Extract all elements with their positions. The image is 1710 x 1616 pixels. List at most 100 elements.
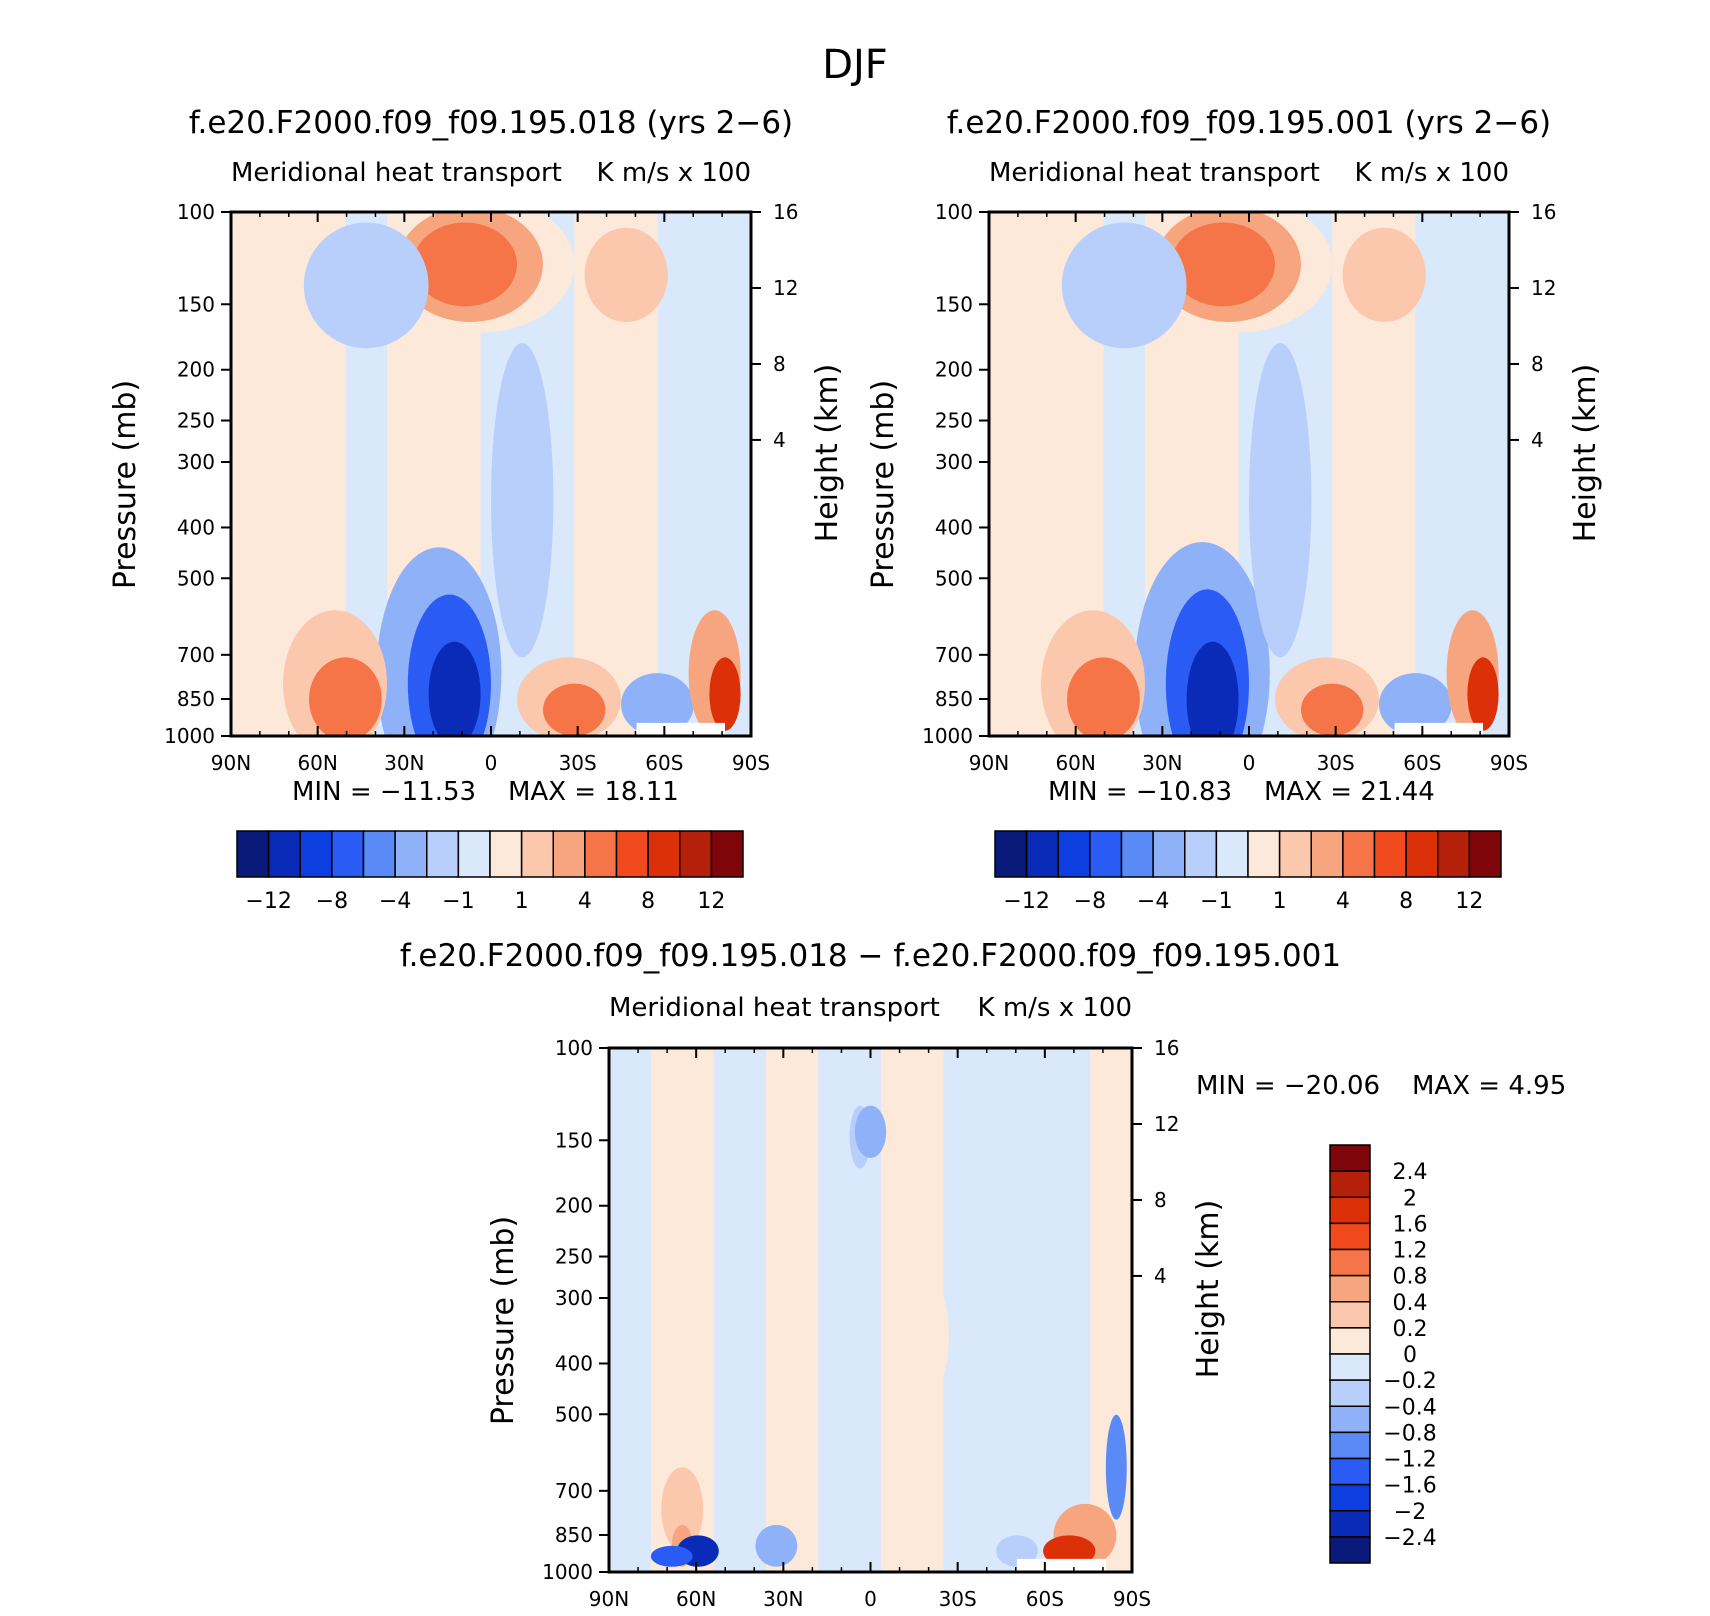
colorbar-swatch bbox=[1329, 1353, 1371, 1381]
colorbar-swatch bbox=[394, 830, 428, 878]
colorbar-label: 1.6 bbox=[1393, 1212, 1428, 1237]
colorbar-label: 0.2 bbox=[1393, 1317, 1428, 1342]
colorbar-label: 1.2 bbox=[1393, 1239, 1428, 1264]
colorbar-swatch bbox=[1329, 1196, 1371, 1225]
y-tick-label: 250 bbox=[935, 409, 973, 433]
contour-blob bbox=[428, 641, 481, 736]
colorbar-label: −0.8 bbox=[1383, 1421, 1436, 1446]
panel-subtitle-right: K m/s x 100 bbox=[1355, 158, 1510, 188]
colorbar-swatch bbox=[1329, 1431, 1371, 1460]
y-tick-label: 1000 bbox=[542, 1560, 593, 1584]
min-label: MIN = −11.53 bbox=[292, 777, 476, 807]
colorbar-swatch bbox=[1329, 1274, 1371, 1303]
colorbar-swatch bbox=[267, 830, 301, 878]
colorbar-swatch bbox=[1329, 1405, 1371, 1434]
x-tick-label: 60N bbox=[297, 751, 337, 775]
y-tick-label: 400 bbox=[177, 515, 215, 539]
figure-title: DJF bbox=[822, 42, 888, 88]
max-label: MAX = 4.95 bbox=[1412, 1071, 1566, 1101]
y-tick-label: 700 bbox=[935, 643, 973, 667]
colorbar-label: 2.4 bbox=[1393, 1160, 1428, 1185]
contour-field bbox=[989, 212, 1509, 736]
colorbar-swatch bbox=[1247, 830, 1281, 878]
colorbar-swatch bbox=[1329, 1327, 1371, 1355]
colorbar-swatch bbox=[426, 830, 460, 878]
colorbar-label: −12 bbox=[1003, 889, 1049, 914]
contour-blob bbox=[621, 673, 694, 736]
contour-band bbox=[1016, 1048, 1091, 1572]
colorbar-label: −1 bbox=[1200, 889, 1232, 914]
x-tick-label: 30N bbox=[763, 1587, 803, 1611]
y-tick-label: 850 bbox=[935, 687, 973, 711]
right-tick-label: 4 bbox=[773, 428, 786, 452]
colorbar-label: 2 bbox=[1403, 1186, 1417, 1211]
y-tick-label: 400 bbox=[555, 1351, 593, 1375]
panel-subtitle-right: K m/s x 100 bbox=[597, 158, 752, 188]
colorbar-swatch bbox=[1329, 1483, 1371, 1512]
contour-blob bbox=[1105, 1414, 1127, 1520]
y-tick-label: 150 bbox=[935, 292, 973, 316]
contour-blob bbox=[1342, 227, 1426, 323]
colorbar-label: 4 bbox=[578, 889, 592, 914]
x-tick-label: 30N bbox=[1142, 751, 1182, 775]
right-tick-label: 12 bbox=[1154, 1112, 1179, 1136]
panel-subtitle-left: Meridional heat transport bbox=[609, 993, 940, 1023]
colorbar-label: −0.2 bbox=[1383, 1369, 1436, 1394]
colorbar-swatch bbox=[1342, 830, 1376, 878]
y-tick-label: 200 bbox=[935, 358, 973, 382]
contour-blob bbox=[1067, 657, 1140, 736]
y-tick-label: 1000 bbox=[922, 724, 973, 748]
colorbar-swatch bbox=[1278, 830, 1312, 878]
colorbar-swatch bbox=[1329, 1144, 1371, 1172]
right-tick-label: 4 bbox=[1531, 428, 1544, 452]
colorbar-swatch bbox=[1329, 1510, 1371, 1538]
colorbar-swatch bbox=[1120, 830, 1154, 878]
colorbar-label: −1.6 bbox=[1383, 1474, 1436, 1499]
colorbar-label: 8 bbox=[641, 889, 655, 914]
y-tick-label: 700 bbox=[177, 643, 215, 667]
missing-data-mask bbox=[1394, 722, 1483, 736]
contour-blob bbox=[1171, 222, 1275, 307]
y-tick-label: 300 bbox=[935, 450, 973, 474]
contour-blob bbox=[1467, 657, 1499, 731]
colorbar-label: 1 bbox=[1273, 889, 1287, 914]
y-tick-label: 150 bbox=[555, 1128, 593, 1152]
y-axis-label: Pressure (mb) bbox=[866, 380, 901, 589]
y-tick-label: 100 bbox=[555, 1036, 593, 1060]
colorbar-label: 0.4 bbox=[1393, 1291, 1428, 1316]
contour-band bbox=[609, 1048, 651, 1572]
min-label: MIN = −20.06 bbox=[1196, 1071, 1380, 1101]
colorbar-swatch bbox=[362, 830, 396, 878]
missing-data-mask bbox=[1016, 1558, 1106, 1572]
colorbar-label: −1.2 bbox=[1383, 1448, 1436, 1473]
colorbar-swatch bbox=[1329, 1170, 1371, 1198]
right-tick-label: 16 bbox=[773, 200, 798, 224]
x-tick-label: 60S bbox=[645, 751, 683, 775]
contour-blob bbox=[413, 222, 517, 307]
right-tick-label: 16 bbox=[1154, 1036, 1179, 1060]
colorbar-swatch bbox=[1329, 1536, 1371, 1564]
x-tick-label: 90S bbox=[1490, 751, 1528, 775]
colorbar-swatch bbox=[1329, 1457, 1371, 1486]
y-axis-label: Pressure (mb) bbox=[486, 1216, 521, 1425]
colorbar-swatch bbox=[1329, 1301, 1371, 1329]
x-tick-label: 90N bbox=[969, 751, 1009, 775]
colorbar-label: −2 bbox=[1394, 1500, 1426, 1525]
contour-field bbox=[231, 212, 751, 736]
y-tick-label: 500 bbox=[555, 1402, 593, 1426]
colorbar-label: 1 bbox=[515, 889, 529, 914]
right-tick-label: 4 bbox=[1154, 1264, 1167, 1288]
colorbar-swatch bbox=[710, 830, 744, 878]
contour-blob bbox=[661, 1467, 704, 1552]
x-tick-label: 30N bbox=[384, 751, 424, 775]
y-tick-label: 500 bbox=[177, 566, 215, 590]
colorbar-label: −12 bbox=[245, 889, 291, 914]
contour-blob bbox=[303, 222, 429, 349]
x-tick-label: 90S bbox=[1113, 1587, 1151, 1611]
colorbar-swatch bbox=[1329, 1222, 1371, 1251]
panel-title: f.e20.F2000.f09_f09.195.001 (yrs 2−6) bbox=[947, 105, 1551, 141]
x-tick-label: 30S bbox=[1317, 751, 1355, 775]
colorbar-swatch bbox=[489, 830, 523, 878]
y-tick-label: 200 bbox=[555, 1194, 593, 1218]
colorbar-swatch bbox=[1057, 830, 1091, 878]
